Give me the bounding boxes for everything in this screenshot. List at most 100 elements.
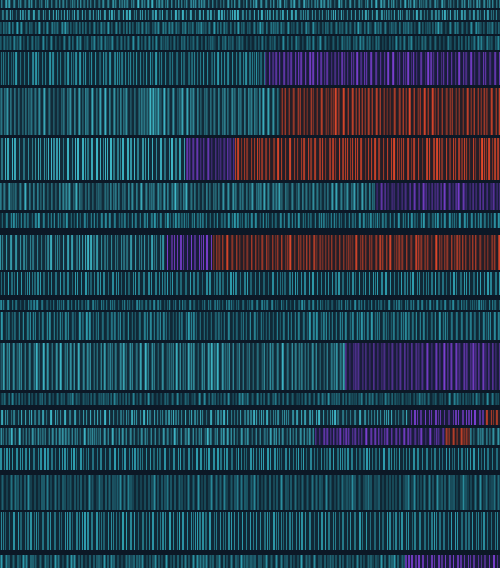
barcode-line: [148, 138, 149, 180]
barcode-line: [394, 235, 395, 270]
barcode-line: [29, 183, 30, 210]
barcode-line: [253, 0, 254, 8]
barcode-line: [247, 272, 248, 295]
barcode-line: [300, 88, 301, 135]
barcode-line: [420, 235, 422, 270]
barcode-line: [416, 0, 417, 8]
barcode-line: [298, 36, 299, 50]
barcode-line: [15, 235, 17, 270]
barcode-line: [75, 52, 77, 85]
barcode-line: [97, 272, 99, 295]
segment-area: [165, 235, 212, 270]
barcode-line: [454, 213, 455, 228]
barcode-line: [98, 183, 99, 210]
barcode-line: [258, 235, 259, 270]
barcode-line: [456, 235, 458, 270]
barcode-line: [282, 272, 283, 295]
barcode-line: [259, 138, 260, 180]
barcode-line: [136, 183, 137, 210]
barcode-line: [31, 0, 32, 8]
barcode-line: [107, 22, 109, 34]
barcode-line: [25, 22, 27, 34]
barcode-line: [298, 213, 300, 228]
barcode-line: [396, 0, 397, 8]
barcode-line: [121, 213, 123, 228]
barcode-line: [165, 36, 166, 50]
barcode-line: [6, 312, 7, 340]
barcode-line: [475, 22, 477, 34]
barcode-line: [427, 312, 428, 340]
barcode-line: [30, 235, 31, 270]
barcode-line: [6, 36, 8, 50]
barcode-line: [217, 22, 218, 34]
barcode-line: [487, 272, 489, 295]
barcode-line: [371, 138, 372, 180]
row: [0, 312, 500, 340]
barcode-line: [197, 272, 199, 295]
barcode-line: [494, 52, 496, 85]
barcode-line: [427, 235, 428, 270]
barcode-line: [425, 22, 426, 34]
barcode-line: [405, 312, 407, 340]
barcode-line: [341, 0, 342, 8]
barcode-line: [19, 312, 20, 340]
barcode-line: [327, 183, 328, 210]
barcode-line: [313, 88, 314, 135]
barcode-line: [192, 88, 194, 135]
barcode-line: [113, 88, 115, 135]
barcode-line: [493, 183, 495, 210]
barcode-line: [40, 183, 41, 210]
barcode-line: [156, 138, 157, 180]
barcode-line: [146, 88, 148, 135]
barcode-line: [224, 88, 225, 135]
barcode-line: [23, 36, 24, 50]
barcode-line: [495, 272, 497, 295]
barcode-line: [61, 300, 62, 310]
barcode-line: [325, 300, 326, 310]
barcode-line: [0, 22, 1, 34]
barcode-line: [171, 0, 172, 8]
barcode-line: [401, 138, 402, 180]
barcode-line: [456, 272, 457, 295]
barcode-line: [445, 312, 446, 340]
barcode-line: [47, 183, 48, 210]
barcode-line: [364, 52, 365, 85]
barcode-line: [174, 235, 175, 270]
barcode-line: [301, 272, 302, 295]
barcode-line: [496, 10, 497, 20]
barcode-line: [317, 88, 318, 135]
barcode-line: [143, 272, 145, 295]
barcode-line: [106, 300, 107, 310]
barcode-line: [35, 36, 36, 50]
barcode-line: [444, 10, 446, 20]
segment-area: [280, 88, 500, 135]
barcode-line: [13, 0, 15, 8]
barcode-line: [73, 22, 74, 34]
barcode-line: [227, 138, 228, 180]
barcode-line: [261, 312, 262, 340]
barcode-line: [217, 52, 219, 85]
barcode-line: [20, 235, 21, 270]
row: [0, 10, 500, 20]
barcode-line: [384, 52, 385, 85]
barcode-line: [38, 22, 40, 34]
barcode-line: [227, 10, 228, 20]
barcode-line: [134, 88, 135, 135]
barcode-line: [162, 272, 163, 295]
barcode-line: [132, 213, 133, 228]
barcode-line: [375, 52, 377, 85]
barcode-line: [101, 213, 103, 228]
barcode-line: [37, 235, 38, 270]
barcode-line: [483, 36, 484, 50]
barcode-line: [190, 183, 192, 210]
barcode-line: [235, 272, 237, 295]
barcode-line: [442, 272, 444, 295]
barcode-line: [285, 88, 286, 135]
barcode-line: [67, 10, 68, 20]
barcode-line: [204, 88, 205, 135]
barcode-line: [167, 235, 168, 270]
barcode-line: [140, 10, 141, 20]
barcode-line: [192, 138, 194, 180]
segment: [265, 52, 500, 85]
barcode-line: [331, 300, 333, 310]
